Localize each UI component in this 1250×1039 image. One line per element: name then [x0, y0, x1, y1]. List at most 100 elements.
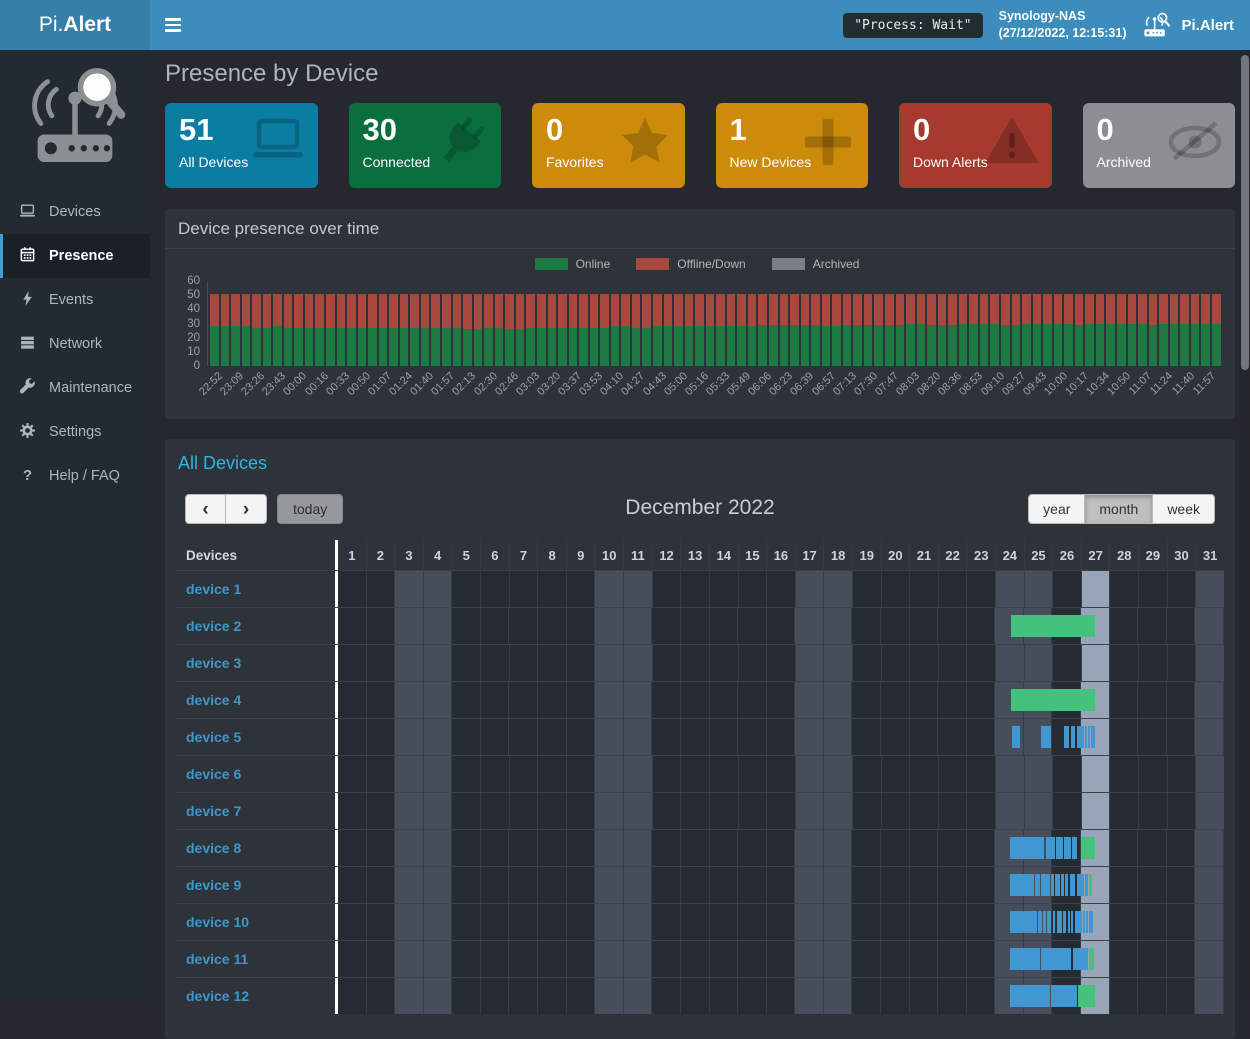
day-cell-weekend	[1196, 793, 1224, 829]
device-link[interactable]: device 3	[186, 655, 242, 671]
day-cell	[852, 793, 882, 829]
info-box-all-devices[interactable]: 51 All Devices	[165, 103, 318, 188]
day-cell	[509, 793, 539, 829]
sidebar-item-presence[interactable]: Presence	[0, 234, 150, 278]
bar-segment-online	[790, 324, 799, 366]
sidebar-item-events[interactable]: Events	[0, 278, 150, 322]
bar-segment-offline	[1011, 293, 1021, 325]
day-cell	[338, 571, 367, 607]
device-row: device 6	[176, 755, 1224, 792]
day-cell-weekend	[1195, 830, 1224, 866]
page-scrollbar[interactable]	[1240, 50, 1250, 1000]
device-link[interactable]: device 1	[186, 581, 242, 597]
scrollbar-thumb[interactable]	[1241, 55, 1249, 370]
device-link[interactable]: device 5	[186, 729, 242, 745]
day-cell	[652, 904, 681, 940]
day-cell	[852, 682, 881, 718]
device-link[interactable]: device 9	[186, 877, 242, 893]
device-link[interactable]: device 4	[186, 692, 242, 708]
chart-bar	[1011, 281, 1021, 366]
svg-text:?: ?	[23, 467, 32, 482]
day-cell	[680, 830, 710, 866]
day-cell	[680, 867, 710, 903]
bar-segment-online	[1095, 323, 1105, 366]
day-cell	[481, 756, 510, 792]
day-cell-weekend	[595, 608, 624, 644]
bar-segment-offline	[241, 293, 251, 327]
day-cell	[766, 830, 796, 866]
bar-segment-online	[283, 327, 293, 366]
bolt-icon	[19, 290, 36, 311]
device-row: device 5	[176, 718, 1224, 755]
day-cell	[938, 904, 967, 940]
bar-segment-offline	[410, 293, 419, 328]
presence-bar-green	[1089, 874, 1092, 896]
sidebar-item-devices[interactable]: Devices	[0, 190, 150, 234]
bar-segment-online	[1064, 323, 1073, 366]
day-cell-weekend	[1024, 793, 1054, 829]
device-link[interactable]: device 8	[186, 840, 242, 856]
bar-segment-offline	[1095, 293, 1105, 324]
day-cell	[1166, 719, 1196, 755]
presence-bar-blue	[1063, 911, 1067, 933]
day-cell	[709, 978, 739, 1014]
device-link[interactable]: device 6	[186, 766, 242, 782]
bar-segment-online	[463, 329, 472, 366]
day-cell	[1138, 941, 1167, 977]
day-cell	[480, 904, 510, 940]
day-cell-weekend	[624, 645, 653, 681]
info-box-down-alerts[interactable]: 0 Down Alerts	[899, 103, 1052, 188]
device-link[interactable]: device 12	[186, 988, 250, 1004]
bar-segment-online	[642, 327, 651, 366]
today-button[interactable]: today	[277, 494, 344, 524]
day-header-5: 5	[452, 540, 482, 570]
info-box-favorites[interactable]: 0 Favorites	[532, 103, 685, 188]
day-cell-weekend	[623, 978, 653, 1014]
sidebar-item-settings[interactable]: Settings	[0, 410, 150, 454]
day-cell	[1166, 608, 1196, 644]
presence-bar-blue	[1009, 985, 1050, 1007]
view-button-year[interactable]: year	[1028, 494, 1086, 524]
calendar-month-title: December 2022	[625, 496, 775, 519]
info-box-connected[interactable]: 30 Connected	[348, 103, 501, 188]
next-month-button[interactable]: ›	[226, 494, 267, 524]
legend-item-offline-down[interactable]: Offline/Down	[636, 257, 746, 271]
device-link[interactable]: device 7	[186, 803, 242, 819]
device-name-cell: device 6	[176, 756, 338, 792]
view-button-month[interactable]: month	[1085, 494, 1154, 524]
day-cell	[480, 608, 510, 644]
day-cell-weekend	[395, 793, 424, 829]
day-cell	[680, 978, 710, 1014]
bar-segment-offline	[1064, 293, 1073, 324]
day-cell	[1166, 941, 1196, 977]
day-cell-weekend	[423, 941, 453, 977]
prev-month-button[interactable]: ‹	[185, 494, 226, 524]
legend-item-archived[interactable]: Archived	[771, 257, 859, 271]
legend-item-online[interactable]: Online	[534, 257, 610, 271]
navbar-brand[interactable]: Pi.Alert	[1142, 12, 1234, 38]
y-tick-label: 30	[187, 317, 200, 330]
info-box-new-devices[interactable]: 1 New Devices	[715, 103, 868, 188]
hamburger-menu-button[interactable]	[150, 0, 196, 50]
day-cell	[509, 645, 539, 681]
day-cell	[1138, 719, 1167, 755]
sidebar-item-help-faq[interactable]: ? Help / FAQ	[0, 454, 150, 498]
bar-segment-online	[558, 327, 567, 366]
bar-segment-offline	[768, 293, 778, 325]
app-logo[interactable]: Pi. Alert	[0, 0, 150, 50]
sidebar-item-maintenance[interactable]: Maintenance	[0, 366, 150, 410]
eye-slash-icon	[1165, 112, 1225, 172]
bar-segment-online	[452, 327, 462, 366]
device-name-cell: device 5	[176, 719, 338, 755]
sidebar-item-network[interactable]: Network	[0, 322, 150, 366]
device-link[interactable]: device 10	[186, 914, 250, 930]
info-box-archived[interactable]: 0 Archived	[1082, 103, 1235, 188]
bar-segment-offline	[969, 293, 978, 324]
device-link[interactable]: device 11	[186, 951, 249, 967]
presence-bar-blue	[1043, 911, 1047, 933]
bar-segment-online	[1106, 323, 1116, 366]
day-cell-weekend	[795, 719, 824, 755]
view-button-week[interactable]: week	[1153, 494, 1215, 524]
device-link[interactable]: device 2	[186, 618, 242, 634]
device-name-cell: device 9	[176, 867, 338, 903]
